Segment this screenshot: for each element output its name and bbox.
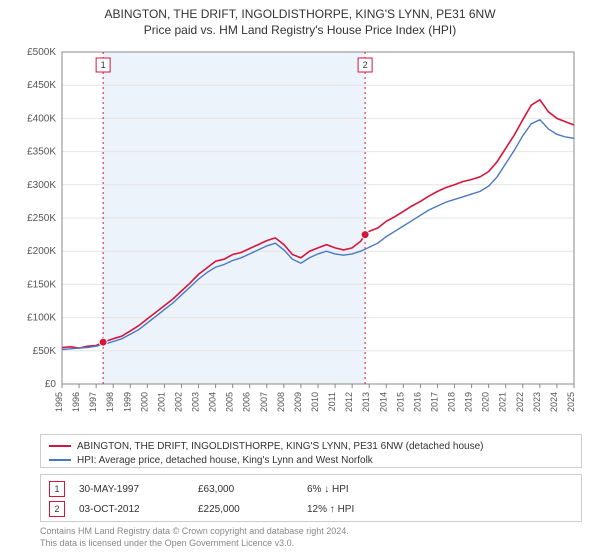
y-tick-label: £250K (27, 213, 56, 224)
x-tick-label: 2007 (259, 392, 269, 412)
x-tick-label: 2015 (395, 392, 405, 412)
legend-swatch (49, 459, 71, 461)
x-tick-label: 2012 (344, 392, 354, 412)
event-delta: 12% ↑ HPI (307, 504, 354, 515)
y-tick-label: £350K (27, 147, 56, 158)
x-tick-label: 2006 (242, 392, 252, 412)
event-price: £225,000 (198, 504, 293, 515)
chart-title: ABINGTON, THE DRIFT, INGOLDISTHORPE, KIN… (0, 0, 600, 38)
y-tick-label: £300K (27, 180, 56, 191)
event-row: 1 30-MAY-1997 £63,000 6% ↓ HPI (49, 479, 573, 499)
event-marker-dot (99, 338, 107, 346)
event-date: 03-OCT-2012 (79, 504, 184, 515)
x-tick-label: 2021 (498, 392, 508, 412)
x-tick-label: 2017 (429, 392, 439, 412)
legend-label: ABINGTON, THE DRIFT, INGOLDISTHORPE, KIN… (77, 441, 483, 452)
event-row: 2 03-OCT-2012 £225,000 12% ↑ HPI (49, 499, 573, 519)
y-tick-label: £150K (27, 279, 56, 290)
x-tick-label: 1998 (105, 392, 115, 412)
x-tick-label: 2016 (412, 392, 422, 412)
event-marker-dot (361, 231, 369, 239)
legend-row: ABINGTON, THE DRIFT, INGOLDISTHORPE, KIN… (49, 439, 573, 453)
event-marker-id: 1 (101, 60, 106, 70)
event-marker-id: 2 (363, 60, 368, 70)
title-line1: ABINGTON, THE DRIFT, INGOLDISTHORPE, KIN… (0, 6, 600, 22)
footer-line1: Contains HM Land Registry data © Crown c… (40, 526, 582, 538)
x-tick-label: 1996 (71, 392, 81, 412)
y-tick-label: £0 (45, 379, 57, 390)
y-tick-label: £400K (27, 113, 56, 124)
event-delta: 6% ↓ HPI (307, 484, 349, 495)
x-tick-label: 2020 (481, 392, 491, 412)
y-tick-label: £100K (27, 313, 56, 324)
events-table: 1 30-MAY-1997 £63,000 6% ↓ HPI 2 03-OCT-2012 £… (40, 474, 582, 522)
y-tick-label: £450K (27, 80, 56, 91)
event-date: 30-MAY-1997 (79, 484, 184, 495)
event-badge: 2 (49, 501, 65, 517)
x-tick-label: 2024 (549, 392, 559, 412)
x-tick-label: 2002 (173, 392, 183, 412)
x-tick-label: 2003 (191, 392, 201, 412)
x-tick-label: 2000 (139, 392, 149, 412)
legend-swatch (49, 445, 71, 447)
legend-label: HPI: Average price, detached house, King… (77, 455, 373, 466)
y-tick-label: £200K (27, 246, 56, 257)
attribution-footer: Contains HM Land Registry data © Crown c… (40, 526, 582, 549)
event-badge: 1 (49, 481, 65, 497)
x-tick-label: 2005 (225, 392, 235, 412)
y-tick-label: £50K (33, 346, 57, 357)
footer-line2: This data is licensed under the Open Gov… (40, 538, 582, 550)
x-tick-label: 2023 (532, 392, 542, 412)
x-tick-label: 2009 (293, 392, 303, 412)
x-tick-label: 1999 (122, 392, 132, 412)
x-tick-label: 1997 (88, 392, 98, 412)
x-tick-label: 2008 (276, 392, 286, 412)
x-tick-label: 2011 (327, 392, 337, 411)
x-tick-label: 1995 (54, 392, 64, 412)
event-price: £63,000 (198, 484, 293, 495)
x-tick-label: 2019 (464, 392, 474, 412)
x-tick-label: 2010 (310, 392, 320, 412)
y-tick-label: £500K (27, 47, 56, 58)
x-tick-label: 2001 (156, 392, 166, 412)
x-tick-label: 2004 (208, 392, 218, 412)
legend: ABINGTON, THE DRIFT, INGOLDISTHORPE, KIN… (40, 434, 582, 468)
x-tick-label: 2013 (361, 392, 371, 412)
chart: £0 £50K £100K £150K £200K £250K £300K £350K £400… (0, 46, 600, 426)
x-tick-label: 2018 (447, 392, 457, 412)
x-tick-label: 2014 (378, 392, 388, 412)
title-line2: Price paid vs. HM Land Registry's House … (0, 22, 600, 38)
x-tick-label: 2022 (515, 392, 525, 412)
legend-row: HPI: Average price, detached house, King… (49, 453, 573, 467)
x-tick-label: 2025 (566, 392, 576, 412)
